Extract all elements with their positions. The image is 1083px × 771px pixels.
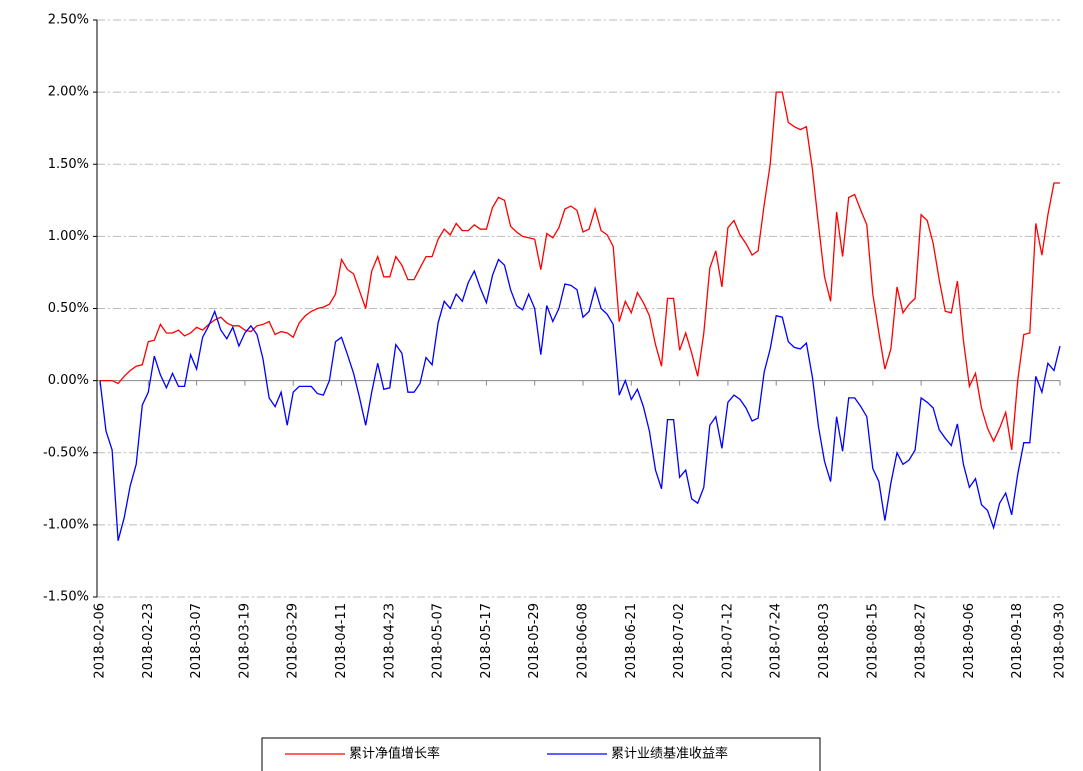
- x-tick-label: 2018-02-06: [93, 603, 108, 679]
- x-tick-label: 2018-06-21: [624, 603, 639, 679]
- x-tick-label: 2018-04-11: [334, 603, 349, 679]
- y-tick-label: 1.50%: [48, 157, 89, 172]
- x-tick-label: 2018-09-18: [1010, 603, 1025, 679]
- x-tick-label: 2018-04-23: [382, 603, 397, 679]
- legend-label: 累计业绩基准收益率: [611, 746, 728, 762]
- x-tick-label: 2018-06-08: [576, 603, 591, 679]
- y-tick-label: -1.50%: [43, 590, 89, 605]
- y-tick-label: -0.50%: [43, 445, 89, 460]
- series-line: [99, 258, 1061, 541]
- x-tick-label: 2018-05-29: [527, 603, 542, 679]
- x-tick-label: 2018-03-19: [237, 603, 252, 679]
- x-tick-label: 2018-02-23: [141, 603, 156, 679]
- x-tick-label: 2018-03-07: [189, 603, 204, 679]
- legend: 累计净值增长率 累计业绩基准收益率: [261, 737, 821, 771]
- y-tick-label: 0.50%: [48, 301, 89, 316]
- x-tick-label: 2018-07-12: [720, 603, 735, 679]
- x-tick-label: 2018-08-03: [817, 603, 832, 679]
- x-tick-label: 2018-05-07: [431, 603, 446, 679]
- legend-box: [261, 737, 821, 771]
- y-tick-label: 0.00%: [48, 373, 89, 388]
- legend-label: 累计净值增长率: [349, 746, 440, 762]
- x-tick-label: 2018-09-06: [962, 603, 977, 679]
- series-line: [100, 91, 1060, 451]
- y-tick-label: 2.50%: [48, 13, 89, 28]
- x-tick-label: 2018-07-02: [672, 603, 687, 679]
- x-tick-label: 2018-09-30: [1053, 603, 1068, 679]
- x-tick-label: 2018-03-29: [286, 603, 301, 679]
- y-tick-label: -1.00%: [43, 517, 89, 532]
- y-tick-label: 1.00%: [48, 229, 89, 244]
- x-tick-label: 2018-07-24: [769, 603, 784, 679]
- y-tick-label: 2.00%: [48, 85, 89, 100]
- x-tick-label: 2018-08-15: [865, 603, 880, 679]
- x-tick-label: 2018-05-17: [479, 603, 494, 679]
- x-tick-label: 2018-08-27: [914, 603, 929, 679]
